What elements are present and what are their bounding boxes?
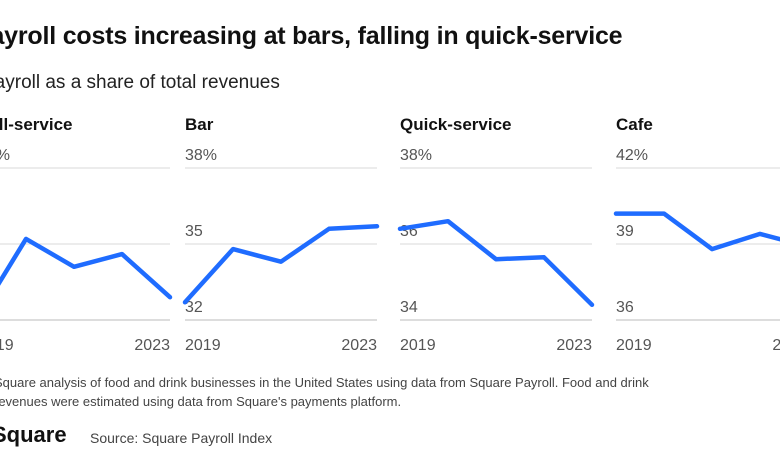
chart-title: Payroll costs increasing at bars, fallin… xyxy=(0,22,623,50)
chart-subtitle: Payroll as a share of total revenues xyxy=(0,72,280,93)
y-tick-label: 36 xyxy=(616,299,634,316)
panel-title: Full-service xyxy=(0,115,73,134)
note-line-2: revenues were estimated using data from … xyxy=(0,394,402,409)
note-line-1: Square analysis of food and drink busine… xyxy=(0,375,649,390)
panel-title: Quick-service xyxy=(400,115,512,134)
x-tick-label: 2023 xyxy=(556,337,592,354)
panel-cafe: Cafe 36 39 42% 2019 2023 xyxy=(613,115,780,354)
panel-bar: Bar 32 35 38% 2019 2023 xyxy=(182,115,380,354)
y-tick-label: 34 xyxy=(400,299,418,316)
y-tick-label: 39 xyxy=(616,223,634,240)
x-tick-label: 2023 xyxy=(772,337,780,354)
y-tick-label: 35 xyxy=(185,223,203,240)
methodology-note: Square analysis of food and drink busine… xyxy=(0,373,649,411)
source-label: Source: Square Payroll Index xyxy=(90,430,273,446)
series-line xyxy=(0,236,173,300)
x-tick-label: 2023 xyxy=(341,337,377,354)
y-tick-label: 38% xyxy=(0,147,10,164)
brand-label: Square xyxy=(0,422,67,447)
x-tick-label: 2019 xyxy=(616,337,652,354)
x-tick-label: 2023 xyxy=(134,337,170,354)
x-tick-label: 2019 xyxy=(185,337,221,354)
y-tick-label: 38% xyxy=(185,147,217,164)
x-tick-label: 2019 xyxy=(400,337,436,354)
x-tick-label: 2019 xyxy=(0,337,14,354)
square-logo: Square xyxy=(0,422,67,448)
y-tick-label: 32 xyxy=(185,299,203,316)
panel-title: Cafe xyxy=(616,115,653,134)
y-tick-label: 38% xyxy=(400,147,432,164)
panel-title: Bar xyxy=(185,115,214,134)
panel-full-service: Full-service 38% 2019 2023 xyxy=(0,115,173,354)
series-line xyxy=(397,218,595,308)
y-tick-label: 42% xyxy=(616,147,648,164)
series-line xyxy=(182,224,380,305)
